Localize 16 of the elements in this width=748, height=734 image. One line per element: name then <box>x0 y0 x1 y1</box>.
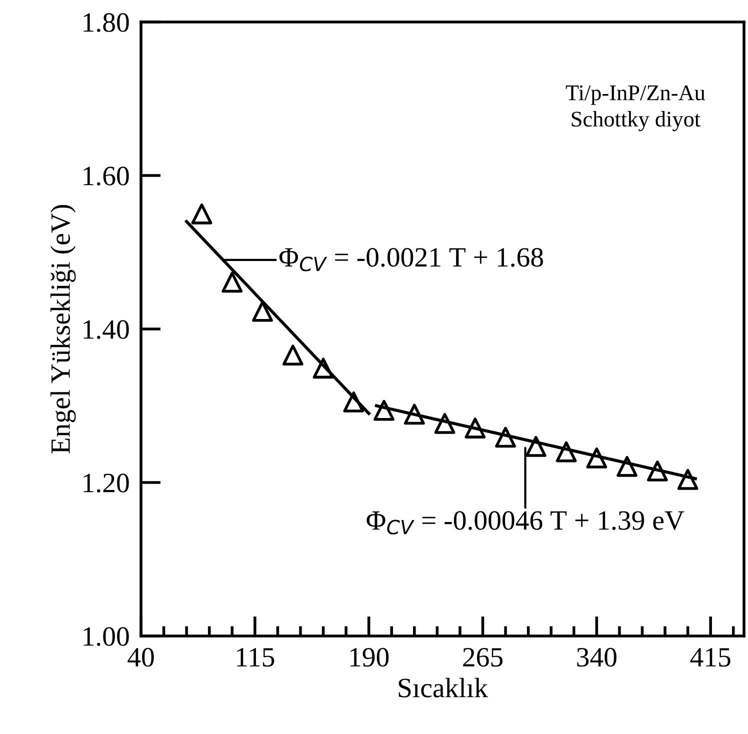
annotation: Ti/p-InP/Zn-Au Schottky diyot <box>566 85 706 132</box>
x-tick-label: 190 <box>350 648 389 667</box>
x-tick-label: 415 <box>690 648 730 667</box>
y-tick-label: 1.00 <box>84 627 129 646</box>
y-tick-label: 1.20 <box>84 474 129 493</box>
y-axis-title: Engel Yüksekliği (eV) <box>50 205 76 454</box>
x-tick-label: 40 <box>128 648 154 667</box>
x-tick-label: 265 <box>463 648 502 667</box>
y-tick-label: 1.40 <box>84 320 129 340</box>
y-tick-label: 1.80 <box>84 13 129 32</box>
annotation: Φ$_{CV}$ = -0.0021 T + 1.68 <box>279 248 543 272</box>
y-tick-label: 1.60 <box>84 166 129 186</box>
x-tick-label: 115 <box>237 648 274 667</box>
x-axis-title: Sıcaklık <box>398 678 488 698</box>
annotation: Φ$_{CV}$ = -0.00046 T + 1.39 eV <box>366 511 684 534</box>
x-tick-label: 340 <box>577 648 616 667</box>
